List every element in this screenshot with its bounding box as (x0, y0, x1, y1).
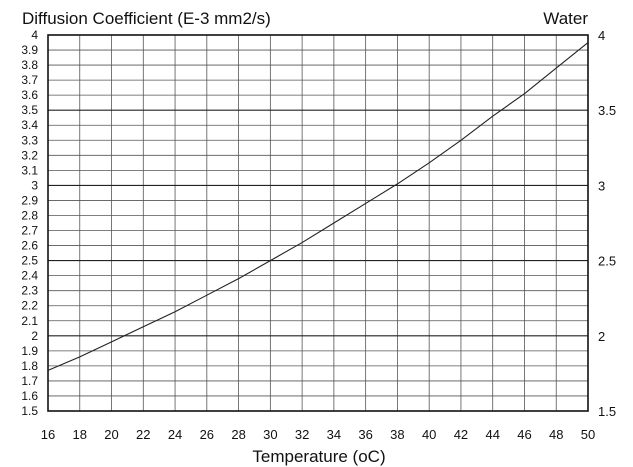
x-tick-label: 18 (73, 427, 87, 442)
x-tick-label: 32 (295, 427, 309, 442)
x-tick-label: 38 (390, 427, 404, 442)
x-tick-label: 42 (454, 427, 468, 442)
chart-title: Diffusion Coefficient (E-3 mm2/s) (22, 9, 271, 28)
y-tick-label-left: 1.8 (21, 359, 38, 373)
y-tick-label-left: 2.1 (21, 314, 38, 328)
y-tick-label-left: 2.7 (21, 224, 38, 238)
y-tick-label-right: 3.5 (598, 103, 616, 118)
x-tick-label: 50 (581, 427, 595, 442)
plot-frame (47, 34, 589, 412)
y-tick-label-left: 3.6 (21, 88, 38, 102)
y-tick-label-left: 3.1 (21, 163, 38, 177)
y-tick-label-left: 1.9 (21, 344, 38, 358)
y-tick-label-left: 2.3 (21, 284, 38, 298)
y-tick-label-left: 4 (31, 28, 38, 42)
y-tick-label-left: 2.2 (21, 299, 38, 313)
y-tick-label-left: 2.6 (21, 239, 38, 253)
y-tick-label-left: 1.6 (21, 389, 38, 403)
x-tick-label: 22 (136, 427, 150, 442)
x-tick-label: 24 (168, 427, 182, 442)
x-tick-label: 26 (200, 427, 214, 442)
y-tick-label-right: 3 (598, 178, 605, 193)
x-tick-label: 40 (422, 427, 436, 442)
y-tick-label-left: 2.4 (21, 269, 38, 283)
x-tick-label: 28 (231, 427, 245, 442)
y-tick-label-left: 2.9 (21, 193, 38, 207)
y-tick-label-left: 1.7 (21, 374, 38, 388)
x-tick-label: 44 (485, 427, 499, 442)
y-tick-label-left: 2 (31, 329, 38, 343)
y-tick-label-right: 4 (598, 28, 605, 43)
y-tick-label-left: 2.8 (21, 208, 38, 222)
y-tick-label-left: 3.9 (21, 43, 38, 57)
tick-labels: 16 18 20 22 24 26 28 30 32 34 36 38 40 42 44 46 48 501.51… (21, 28, 616, 442)
y-tick-label-left: 3.5 (21, 103, 38, 117)
y-tick-label-left: 1.5 (21, 404, 38, 418)
y-tick-label-left: 3.8 (21, 58, 38, 72)
y-tick-label-right: 1.5 (598, 404, 616, 419)
x-axis-label: Temperature (oC) (252, 447, 385, 466)
x-tick-label: 34 (327, 427, 341, 442)
x-tick-label: 30 (263, 427, 277, 442)
x-tick-label: 48 (549, 427, 563, 442)
x-tick-label: 46 (517, 427, 531, 442)
y-tick-label-left: 3 (31, 178, 38, 192)
chart-subtitle: Water (543, 9, 588, 28)
y-tick-label-left: 3.7 (21, 73, 38, 87)
y-tick-label-left: 3.3 (21, 133, 38, 147)
x-tick-label: 36 (358, 427, 372, 442)
x-tick-label: 20 (104, 427, 118, 442)
series-line (47, 42, 589, 371)
y-tick-label-left: 3.4 (21, 118, 38, 132)
y-tick-label-left: 3.2 (21, 148, 38, 162)
y-tick-label-right: 2 (598, 329, 605, 344)
y-tick-label-right: 2.5 (598, 254, 616, 269)
y-tick-label-left: 2.5 (21, 254, 38, 268)
x-tick-label: 16 (41, 427, 55, 442)
grid (47, 34, 589, 412)
